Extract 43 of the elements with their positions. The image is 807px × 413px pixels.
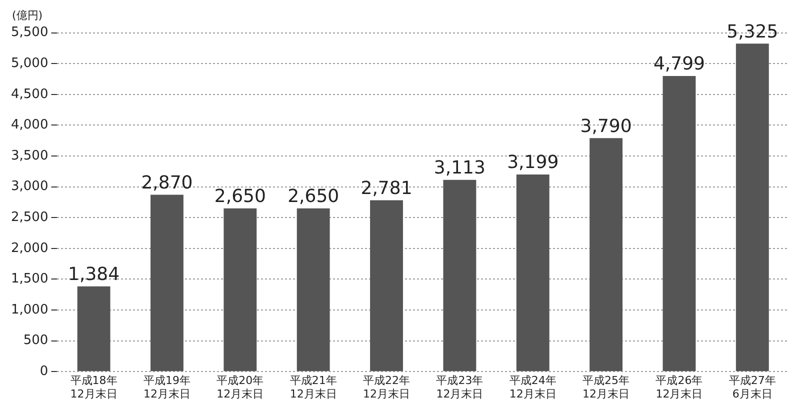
bar: [77, 286, 110, 372]
bar: [662, 76, 696, 372]
bar: [370, 200, 403, 372]
y-tick-label: 5,000: [11, 56, 48, 71]
y-tick-label: 2,000: [11, 240, 48, 256]
bar: [296, 208, 330, 372]
y-tick-label: 5,500: [11, 25, 48, 40]
y-tick-label: 3,500: [11, 148, 48, 164]
x-tick-label: 平成25年 12月末日: [582, 374, 630, 400]
data-label: 1,384: [68, 264, 120, 286]
x-tick-label: 平成24年 12月末日: [509, 374, 556, 400]
data-label: 5,325: [726, 21, 778, 42]
y-tick-label: 1,000: [11, 302, 48, 318]
data-label: 2,650: [214, 186, 266, 208]
x-tick-label: 平成18年 12月末日: [70, 374, 118, 400]
x-tick-label: 平成23年 12月末日: [436, 374, 484, 400]
bar: [150, 194, 184, 372]
y-tick-label: 4,000: [11, 118, 48, 133]
data-label: 3,113: [434, 158, 486, 179]
y-tick-label: 1,500: [11, 272, 48, 287]
data-label: 2,650: [288, 186, 340, 208]
bar: [516, 174, 550, 372]
x-tick-label: 平成27年 6月末日: [728, 374, 776, 400]
y-axis-title: (億円): [12, 8, 44, 22]
x-tick-label: 平成21年 12月末日: [290, 374, 337, 400]
x-tick-label: 平成20年 12月末日: [216, 374, 264, 400]
bar: [224, 208, 257, 372]
data-label: 3,199: [507, 152, 559, 174]
x-tick-label: 平成26年 12月末日: [656, 374, 703, 400]
data-label: 2,870: [141, 172, 193, 194]
x-tick-label: 平成22年 12月末日: [363, 374, 410, 400]
y-tick-label: 3,000: [11, 179, 48, 194]
bar: [590, 138, 623, 372]
x-tick-label: 平成19年 12月末日: [143, 374, 190, 400]
y-tick-label: 500: [23, 333, 48, 348]
bar: [443, 180, 476, 372]
y-tick-label: 2,500: [11, 210, 48, 225]
y-tick-label: 4,500: [11, 86, 48, 102]
data-label: 3,790: [580, 116, 632, 137]
data-label: 2,781: [360, 178, 412, 199]
data-label: 4,799: [653, 54, 705, 75]
bar: [736, 44, 769, 372]
y-tick-label: 0: [40, 364, 48, 379]
